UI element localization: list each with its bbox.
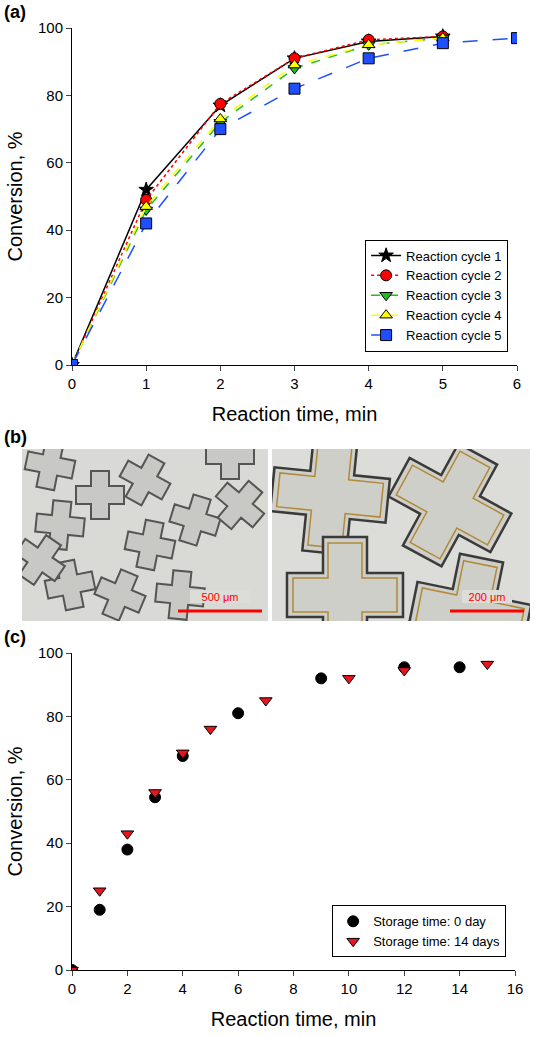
svg-text:6: 6 bbox=[513, 375, 521, 392]
svg-text:60: 60 bbox=[46, 154, 63, 171]
svg-text:20: 20 bbox=[46, 898, 63, 915]
svg-text:200 μm: 200 μm bbox=[469, 591, 506, 603]
svg-text:500 μm: 500 μm bbox=[202, 591, 239, 603]
svg-text:Reaction cycle 2: Reaction cycle 2 bbox=[406, 268, 501, 283]
svg-text:2: 2 bbox=[123, 980, 131, 997]
svg-text:80: 80 bbox=[46, 708, 63, 725]
svg-text:0: 0 bbox=[55, 961, 63, 978]
svg-text:10: 10 bbox=[341, 980, 358, 997]
svg-text:100: 100 bbox=[38, 19, 63, 36]
svg-text:20: 20 bbox=[46, 289, 63, 306]
html-text:(b): (b) bbox=[4, 427, 27, 447]
html-text:(c): (c) bbox=[4, 627, 26, 647]
svg-text:Reaction cycle 3: Reaction cycle 3 bbox=[406, 288, 501, 303]
svg-text:14: 14 bbox=[451, 980, 468, 997]
svg-text:0: 0 bbox=[68, 980, 76, 997]
svg-text:12: 12 bbox=[396, 980, 413, 997]
svg-text:Conversion, %: Conversion, % bbox=[4, 746, 26, 876]
svg-text:1: 1 bbox=[142, 375, 150, 392]
svg-text:2: 2 bbox=[216, 375, 224, 392]
html-text:(a): (a) bbox=[4, 2, 26, 22]
svg-text:Reaction time, min: Reaction time, min bbox=[211, 1008, 377, 1030]
svg-text:0: 0 bbox=[55, 356, 63, 373]
svg-text:4: 4 bbox=[364, 375, 372, 392]
svg-text:40: 40 bbox=[46, 834, 63, 851]
svg-text:Storage time: 0 day: Storage time: 0 day bbox=[373, 914, 486, 929]
svg-text:40: 40 bbox=[46, 221, 63, 238]
svg-text:6: 6 bbox=[234, 980, 242, 997]
svg-text:60: 60 bbox=[46, 771, 63, 788]
svg-text:Reaction cycle 5: Reaction cycle 5 bbox=[406, 328, 501, 343]
svg-text:8: 8 bbox=[289, 980, 297, 997]
svg-text:16: 16 bbox=[507, 980, 524, 997]
svg-text:80: 80 bbox=[46, 87, 63, 104]
svg-text:Conversion, %: Conversion, % bbox=[4, 131, 26, 261]
svg-text:5: 5 bbox=[439, 375, 447, 392]
svg-text:0: 0 bbox=[68, 375, 76, 392]
svg-text:3: 3 bbox=[290, 375, 298, 392]
svg-text:100: 100 bbox=[38, 644, 63, 661]
svg-text:4: 4 bbox=[179, 980, 187, 997]
svg-text:Storage time: 14 days: Storage time: 14 days bbox=[373, 934, 500, 949]
svg-text:Reaction cycle 1: Reaction cycle 1 bbox=[406, 249, 501, 264]
svg-text:Reaction time, min: Reaction time, min bbox=[212, 403, 378, 425]
svg-text:Reaction cycle 4: Reaction cycle 4 bbox=[406, 308, 501, 323]
